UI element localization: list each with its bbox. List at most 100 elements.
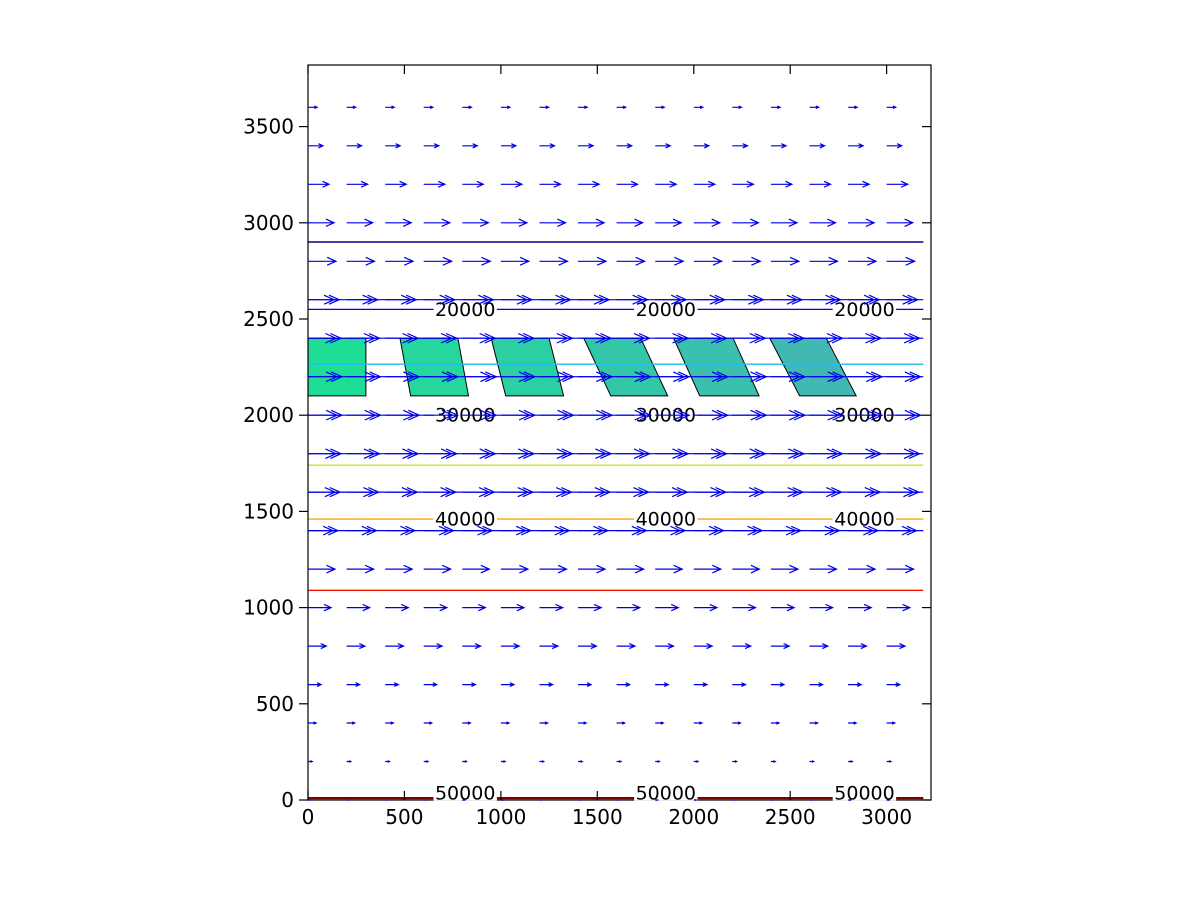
quiver-arrow	[385, 721, 395, 725]
quiver-arrow	[578, 371, 614, 383]
quiver-arrow	[462, 448, 497, 459]
quiver-arrow	[578, 294, 611, 305]
quiver-arrow	[693, 332, 729, 344]
quiver-arrow	[732, 760, 739, 763]
quiver-arrow	[655, 721, 665, 725]
quiver-arrow	[423, 371, 460, 383]
quiver-arrow	[848, 332, 883, 344]
quiver-arrow	[500, 487, 535, 498]
quiver-arrow	[886, 409, 923, 421]
x-axis-tick-label: 1500	[572, 805, 623, 829]
quiver-arrow	[886, 143, 904, 149]
quiver-arrow	[809, 721, 820, 725]
quiver-arrow	[809, 256, 839, 266]
quiver-arrow	[385, 643, 405, 650]
quiver-arrow	[423, 143, 441, 149]
quiver-arrow	[500, 332, 536, 344]
x-axis-tick-label: 3000	[861, 805, 912, 829]
quiver-arrow	[462, 180, 485, 188]
x-axis-tick-label: 2500	[765, 805, 816, 829]
quiver-arrow	[346, 448, 382, 459]
quiver-arrow	[770, 256, 801, 266]
quiver-arrow	[770, 218, 799, 227]
quiver-arrow	[308, 487, 342, 498]
quiver-arrow	[423, 218, 452, 227]
quiver-arrow	[848, 105, 859, 110]
contour-label: 50000	[834, 783, 894, 805]
quiver-arrow	[693, 760, 700, 763]
contour-label: 20000	[636, 299, 696, 321]
quiver-arrow	[423, 564, 453, 574]
quiver-arrow	[500, 760, 507, 763]
quiver-arrow	[655, 448, 690, 459]
deformation-patch	[672, 337, 760, 397]
quiver-arrow	[385, 487, 419, 498]
contour-label: 40000	[834, 509, 894, 531]
quiver-arrow	[616, 448, 652, 459]
contour-label: 50000	[435, 783, 495, 805]
quiver-arrow	[693, 721, 704, 725]
quiver-arrow	[693, 682, 709, 687]
quiver-arrow	[693, 294, 727, 305]
quiver-arrow	[462, 218, 490, 227]
quiver-arrow	[655, 409, 691, 421]
quiver-arrow	[655, 143, 672, 149]
quiver-arrow	[385, 760, 391, 763]
quiver-arrow	[770, 682, 786, 687]
quiver-arrow	[500, 643, 521, 650]
contour-label-bg	[832, 785, 897, 801]
quiver-arrow	[308, 448, 343, 459]
quiver-arrow	[578, 487, 612, 498]
quiver-arrow	[578, 564, 607, 574]
quiver-arrow	[848, 799, 853, 801]
quiver-arrow	[462, 564, 491, 574]
quiver-arrow	[346, 294, 380, 305]
quiver-arrow	[886, 294, 920, 305]
quiver-arrow	[462, 105, 473, 110]
quiver-arrow	[500, 564, 530, 574]
quiver-arrow	[732, 294, 765, 305]
quiver-arrow	[886, 643, 907, 650]
quiver-arrow	[539, 409, 575, 421]
deformation-patch	[490, 337, 565, 397]
quiver-arrow	[848, 218, 876, 227]
quiver-arrow	[346, 643, 367, 650]
quiver-arrow	[886, 799, 891, 801]
quiver-arrow	[616, 603, 642, 612]
quiver-arrow	[578, 682, 593, 687]
quiver-arrow	[770, 143, 788, 149]
contour-label-bg	[433, 511, 497, 527]
quiver-arrow	[809, 105, 821, 110]
quiver-arrow	[809, 643, 830, 650]
quiver-arrow	[385, 799, 390, 801]
quiver-arrow	[809, 760, 816, 763]
quiver-arrow	[308, 760, 314, 763]
quiver-arrow	[308, 525, 340, 536]
quiver-arrow	[693, 525, 726, 536]
quiver-arrow	[693, 218, 722, 227]
quiver-arrow	[886, 760, 893, 763]
quiver-arrow	[693, 180, 717, 188]
quiver-arrow	[693, 143, 711, 149]
quiver-arrow	[886, 332, 922, 344]
quiver-arrow	[346, 760, 353, 763]
contour-label-bg	[832, 511, 897, 527]
quiver-arrow	[578, 409, 614, 421]
quiver-arrow	[346, 143, 364, 149]
y-axis-tick-label: 500	[256, 692, 294, 716]
quiver-arrow	[693, 448, 729, 459]
quiver-arrow	[732, 643, 753, 650]
quiver-arrow	[462, 371, 498, 383]
quiver-arrow	[462, 487, 496, 498]
quiver-arrow	[655, 760, 661, 763]
quiver-arrow	[809, 799, 814, 801]
quiver-arrow	[809, 409, 845, 421]
quiver-arrow	[770, 760, 777, 763]
quiver-arrow	[732, 721, 742, 725]
quiver-arrow	[500, 448, 536, 459]
patches-layer	[307, 337, 858, 397]
quiver-arrow	[848, 371, 884, 383]
quiver-arrow	[770, 525, 803, 536]
quiver-arrow	[539, 682, 555, 687]
